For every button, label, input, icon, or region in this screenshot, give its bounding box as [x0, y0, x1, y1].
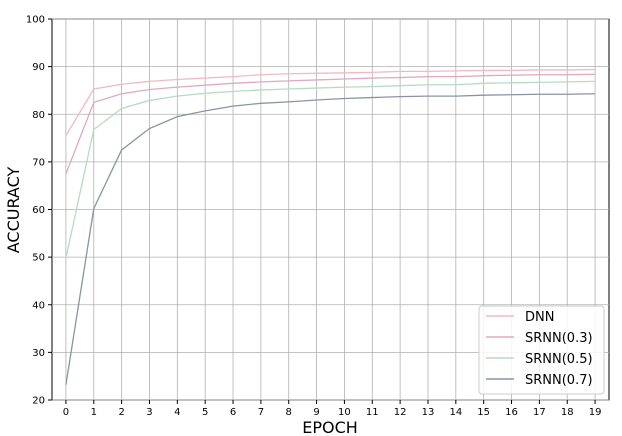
series-line-3 — [65, 93, 596, 385]
y-tick-label: 100 — [26, 15, 45, 26]
series-line-2 — [65, 80, 596, 259]
y-tick-label: 30 — [32, 348, 45, 359]
x-tick-label: 0 — [63, 407, 69, 418]
y-axis: 20 30 40 50 60 70 80 90 100 — [26, 15, 52, 407]
x-tick-label: 13 — [422, 407, 435, 418]
x-tick-label: 17 — [533, 407, 546, 418]
y-tick-label: 20 — [32, 396, 45, 407]
y-tick-label: 70 — [32, 157, 45, 168]
x-tick-label: 2 — [118, 407, 124, 418]
x-tick-label: 1 — [91, 407, 97, 418]
x-tick-label: 9 — [313, 407, 319, 418]
x-tick-label: 15 — [477, 407, 490, 418]
x-tick-label: 14 — [449, 407, 462, 418]
legend-label: SRNN(0.5) — [525, 352, 593, 367]
x-tick-label: 8 — [286, 407, 292, 418]
x-tick-label: 4 — [174, 407, 180, 418]
legend-box — [478, 305, 605, 395]
series-lines — [65, 68, 596, 385]
y-tick-label: 50 — [32, 253, 45, 264]
y-tick-label: 40 — [32, 300, 45, 311]
legend-label: SRNN(0.3) — [525, 331, 593, 346]
x-tick-label: 3 — [146, 407, 152, 418]
x-axis-title: EPOCH — [302, 418, 358, 436]
x-tick-label: 19 — [589, 407, 602, 418]
legend-label: DNN — [525, 310, 554, 325]
x-tick-label: 12 — [394, 407, 407, 418]
y-tick-label: 60 — [32, 205, 45, 216]
grid-lines — [52, 18, 609, 401]
x-tick-label: 6 — [230, 407, 236, 418]
y-tick-label: 80 — [32, 110, 45, 121]
x-tick-label: 10 — [338, 407, 351, 418]
series-line-1 — [65, 73, 596, 175]
legend: DNN SRNN(0.3) SRNN(0.5) SRNN(0.7) — [478, 305, 605, 395]
x-axis: 0 1 2 3 4 5 6 7 8 9 10 11 12 13 14 15 16 17 18 19 — [63, 400, 602, 418]
x-tick-label: 16 — [505, 407, 518, 418]
x-tick-label: 18 — [561, 407, 574, 418]
legend-label: SRNN(0.7) — [525, 373, 593, 388]
x-tick-label: 7 — [258, 407, 264, 418]
x-tick-label: 5 — [202, 407, 208, 418]
x-tick-label: 11 — [366, 407, 379, 418]
y-tick-label: 90 — [32, 62, 45, 73]
y-axis-title: ACCURACY — [4, 167, 23, 254]
series-line-0 — [65, 68, 596, 137]
